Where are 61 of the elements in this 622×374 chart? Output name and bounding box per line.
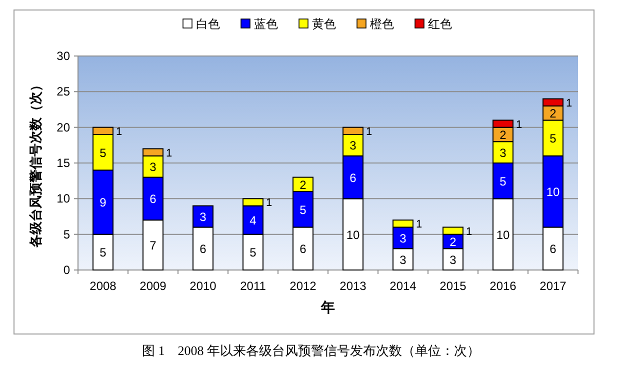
data-label: 3 <box>350 138 357 153</box>
x-tick-label: 2008 <box>90 279 117 293</box>
data-label: 6 <box>550 242 557 256</box>
x-tick-label: 2012 <box>290 279 317 293</box>
legend-label: 黄色 <box>312 17 336 31</box>
data-label: 5 <box>100 146 107 160</box>
data-label: 6 <box>350 170 357 185</box>
data-label: 7 <box>150 238 157 253</box>
data-label: 3 <box>200 210 207 224</box>
legend-label: 蓝色 <box>254 17 278 31</box>
data-label: 3 <box>150 160 157 174</box>
y-tick-label: 15 <box>56 156 70 170</box>
data-label: 1 <box>416 218 422 231</box>
data-label: 1 <box>266 197 272 210</box>
data-label: 6 <box>200 242 207 256</box>
x-tick-label: 2013 <box>340 279 367 293</box>
data-label: 5 <box>550 132 557 146</box>
y-tick-label: 0 <box>63 263 70 277</box>
data-label: 3 <box>450 252 457 267</box>
data-label: 2 <box>500 128 507 142</box>
data-label: 3 <box>400 252 407 267</box>
x-tick-label: 2014 <box>390 279 417 293</box>
data-label: 2 <box>450 234 457 249</box>
data-label: 9 <box>100 196 107 210</box>
data-label: 10 <box>346 228 360 242</box>
y-tick-label: 5 <box>63 227 70 242</box>
data-label: 5 <box>100 246 107 260</box>
y-axis-title: 各级台风预警信号次数（次） <box>28 78 43 248</box>
y-tick-label: 25 <box>56 84 70 99</box>
y-tick-label: 10 <box>56 192 70 206</box>
data-label: 2 <box>300 178 307 192</box>
x-tick-label: 2011 <box>240 279 266 293</box>
data-label: 10 <box>546 185 560 200</box>
data-label: 3 <box>500 146 507 160</box>
data-label: 1 <box>116 126 122 138</box>
data-label: 6 <box>300 242 307 256</box>
legend-label: 红色 <box>428 17 452 31</box>
x-tick-label: 2010 <box>190 279 217 293</box>
legend-label: 橙色 <box>370 17 394 31</box>
data-label: 1 <box>566 97 572 110</box>
data-label: 3 <box>400 231 407 246</box>
data-label: 5 <box>500 174 507 188</box>
x-tick-label: 2017 <box>540 279 567 293</box>
legend-label: 白色 <box>196 17 220 31</box>
x-axis-title: 年 <box>320 299 335 315</box>
data-label: 5 <box>300 202 307 217</box>
data-label: 1 <box>366 126 372 138</box>
x-tick-label: 2016 <box>490 279 517 293</box>
data-label: 4 <box>250 214 257 228</box>
data-label: 1 <box>466 226 472 238</box>
data-label: 5 <box>250 246 257 260</box>
x-tick-label: 2009 <box>140 279 167 293</box>
data-label: 10 <box>496 228 510 242</box>
data-label: 1 <box>516 118 522 131</box>
caption: 图 1 2008 年以来各级台风预警信号发布次数（单位：次） <box>142 343 480 358</box>
x-tick-label: 2015 <box>440 279 467 293</box>
y-tick-label: 30 <box>56 49 70 63</box>
y-tick-label: 20 <box>56 120 70 134</box>
data-label: 2 <box>550 106 557 121</box>
data-label: 6 <box>150 192 157 206</box>
data-label: 1 <box>166 147 172 160</box>
